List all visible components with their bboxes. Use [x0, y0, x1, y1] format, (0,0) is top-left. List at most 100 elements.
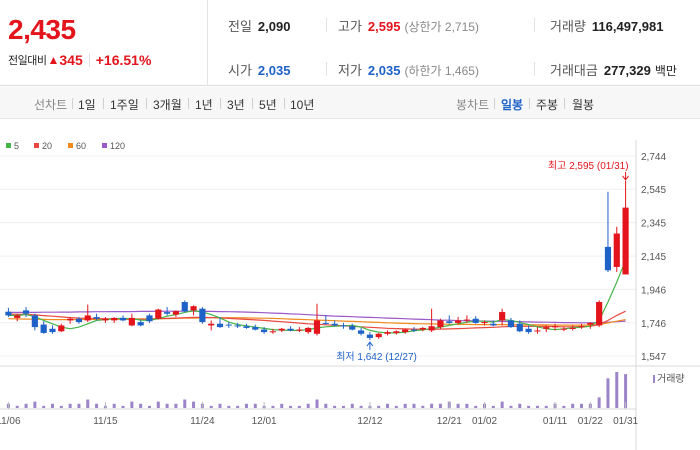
low-arrow-head — [366, 341, 374, 347]
volume-bar — [562, 405, 566, 408]
volume-bar — [297, 405, 301, 408]
divider — [326, 62, 327, 76]
x-tick-label: 12/01 — [252, 416, 277, 427]
volume-legend-label: 거래량 — [657, 373, 685, 385]
y-tick-label: 2,744 — [641, 152, 666, 163]
volume-bar — [377, 405, 381, 408]
volume-bar — [438, 403, 442, 408]
y-tick-label: 1,547 — [641, 352, 666, 363]
divider — [72, 98, 73, 109]
candle-body — [384, 332, 391, 334]
upper-limit: (상한가 2,715) — [404, 20, 479, 34]
y-tick-label: 2,545 — [641, 185, 666, 196]
divider — [146, 98, 147, 109]
volume-bar — [24, 403, 28, 408]
legend-swatch-20 — [34, 143, 39, 148]
candle-chart-label: 봉차트 — [456, 98, 490, 112]
candle-body — [137, 322, 144, 326]
volume-bar — [624, 374, 628, 408]
volume-bar — [33, 401, 37, 408]
candle-daily-button[interactable]: 일봉 — [501, 98, 524, 112]
prev-close-value: 2,090 — [257, 19, 291, 34]
volume-bar — [509, 405, 513, 408]
volume-bar — [121, 405, 125, 408]
candlestick-chart[interactable]: 5 20 60 120 2,744 2,545 2,345 2,145 1,946 1,746 1… — [0, 120, 700, 450]
legend-label-20: 20 — [42, 141, 52, 151]
low-price: 저가 2,035 (하한가 1,465) — [338, 60, 479, 79]
volume-bar — [518, 403, 522, 408]
volume-bar — [359, 405, 363, 408]
period-1y-button[interactable]: 1년 — [195, 98, 213, 112]
candle-body — [190, 306, 197, 311]
prev-close: 전일 2,090 — [228, 16, 290, 35]
candle-body — [128, 317, 135, 326]
candle-body — [437, 320, 444, 328]
candles — [5, 180, 629, 341]
volume-bar — [59, 405, 63, 408]
volume-bar — [218, 403, 222, 408]
volume-bar — [174, 403, 178, 408]
volume-bar — [165, 403, 169, 408]
divider — [103, 98, 104, 109]
candle-body — [67, 318, 74, 321]
volume-bar — [227, 405, 231, 408]
candle-body — [22, 310, 30, 314]
candle-body — [313, 320, 321, 334]
volume-bar — [271, 405, 275, 408]
volume-bar — [42, 405, 46, 408]
divider — [284, 98, 285, 109]
volume-bar — [606, 378, 610, 408]
y-axis: 2,744 2,545 2,345 2,145 1,946 1,746 1,547 — [641, 152, 666, 363]
volume-bar — [535, 405, 539, 408]
candle-body — [305, 327, 312, 333]
high-arrow-head — [622, 175, 629, 181]
price-summary: 2,435 전일대비 ▲ 345 +16.51% 전일 2,090 고가 2,5… — [0, 0, 700, 86]
y-tick-label: 2,345 — [641, 219, 666, 230]
x-tick-label: 01/31 — [613, 416, 638, 427]
current-price: 2,435 — [8, 14, 76, 45]
volume-bar — [77, 403, 81, 408]
low-label: 저가 — [338, 63, 362, 78]
period-3m-button[interactable]: 3개월 — [153, 98, 182, 112]
legend-swatch-120 — [102, 143, 107, 148]
candle-body — [578, 326, 585, 328]
candle-body — [551, 326, 559, 328]
volume-bar — [209, 405, 213, 408]
divider — [534, 18, 535, 32]
legend-label-60: 60 — [76, 141, 86, 151]
period-10y-button[interactable]: 10년 — [290, 98, 315, 112]
candle-body — [534, 330, 541, 332]
candle-body — [410, 329, 418, 331]
candle-body — [622, 207, 629, 275]
volume-bar — [95, 403, 99, 408]
x-axis: 11/06 11/15 11/24 12/01 12/12 12/21 01/02 01/11… — [0, 402, 639, 427]
period-1w-button[interactable]: 1주일 — [110, 98, 139, 112]
volume-bar — [306, 403, 310, 408]
line-chart-label: 선차트 — [34, 98, 68, 112]
x-tick-label: 12/12 — [357, 416, 382, 427]
candle-body — [58, 325, 65, 332]
candle-weekly-button[interactable]: 주봉 — [536, 98, 559, 112]
candle-body — [340, 325, 347, 327]
candle-monthly-button[interactable]: 월봉 — [572, 98, 595, 112]
legend-label-120: 120 — [110, 141, 125, 151]
volume-bars: 거래량 — [6, 372, 685, 408]
change-percent: +16.51% — [95, 52, 152, 68]
volume-bar — [421, 405, 425, 408]
candle-body — [490, 323, 497, 326]
period-3y-button[interactable]: 3년 — [227, 98, 245, 112]
divider — [534, 62, 535, 76]
x-tick-label: 01/11 — [543, 416, 568, 427]
volume-bar — [183, 399, 187, 408]
candle-body — [155, 309, 162, 319]
candle-body — [199, 308, 206, 323]
candle-body — [93, 317, 100, 319]
volume-bar — [253, 403, 257, 408]
volume-bar — [147, 405, 151, 408]
volume-bar — [315, 399, 319, 408]
volume-bar — [139, 403, 143, 408]
period-1d-button[interactable]: 1일 — [78, 98, 96, 112]
candle-body — [596, 302, 603, 326]
volume-bar — [474, 405, 478, 408]
period-5y-button[interactable]: 5년 — [259, 98, 277, 112]
